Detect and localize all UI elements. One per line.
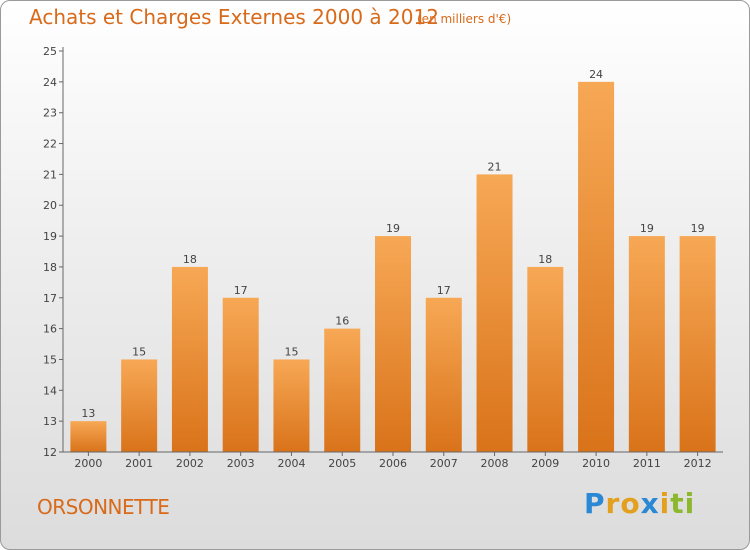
bar xyxy=(476,174,513,452)
y-tick-label: 21 xyxy=(43,168,57,181)
x-tick-label: 2010 xyxy=(582,457,610,470)
bar xyxy=(527,266,564,452)
bar-value-label: 24 xyxy=(589,68,603,81)
bar xyxy=(375,236,411,452)
bar xyxy=(222,297,259,452)
bar xyxy=(425,297,462,452)
bar xyxy=(324,328,361,452)
commune-name: ORSONNETTE xyxy=(37,495,170,519)
logo-letter: x xyxy=(640,487,660,520)
x-tick-label: 2000 xyxy=(74,457,102,470)
bar-value-label: 21 xyxy=(488,160,502,173)
bar-value-label: 19 xyxy=(640,222,654,235)
proxiti-logo: Proxiti xyxy=(584,487,695,520)
y-tick-label: 15 xyxy=(43,353,57,366)
y-tick-label: 25 xyxy=(43,45,57,58)
x-tick-label: 2009 xyxy=(531,457,559,470)
y-tick-label: 18 xyxy=(43,261,57,274)
y-tick-label: 23 xyxy=(43,107,57,120)
bar xyxy=(171,266,208,452)
bar xyxy=(628,236,665,452)
logo-letter: P xyxy=(584,487,606,520)
y-tick-label: 13 xyxy=(43,415,57,428)
y-tick-label: 24 xyxy=(43,76,57,89)
bar xyxy=(273,359,310,452)
x-tick-label: 2005 xyxy=(328,457,356,470)
y-tick-label: 19 xyxy=(43,230,57,243)
logo-letter: o xyxy=(620,487,641,520)
x-tick-label: 2011 xyxy=(633,457,661,470)
bar-value-label: 15 xyxy=(132,345,146,358)
bar-value-label: 16 xyxy=(335,315,349,328)
bar xyxy=(121,359,158,452)
bar xyxy=(578,81,615,452)
bar xyxy=(679,236,716,452)
bar-value-label: 15 xyxy=(284,345,298,358)
bar-value-label: 13 xyxy=(81,407,95,420)
x-tick-label: 2004 xyxy=(277,457,305,470)
logo-letter: t xyxy=(670,487,685,520)
logo-letter: r xyxy=(605,487,621,520)
x-tick-label: 2007 xyxy=(430,457,458,470)
y-tick-label: 12 xyxy=(43,446,57,459)
bar-value-label: 17 xyxy=(234,284,248,297)
x-tick-label: 2012 xyxy=(684,457,712,470)
x-tick-label: 2001 xyxy=(125,457,153,470)
x-tick-label: 2002 xyxy=(176,457,204,470)
bar-value-label: 18 xyxy=(183,253,197,266)
y-tick-label: 17 xyxy=(43,292,57,305)
bar-value-label: 19 xyxy=(691,222,705,235)
bar-value-label: 19 xyxy=(386,222,400,235)
logo-letter: i xyxy=(684,487,696,520)
bar-value-label: 18 xyxy=(538,253,552,266)
x-tick-label: 2006 xyxy=(379,457,407,470)
y-tick-label: 20 xyxy=(43,199,57,212)
y-tick-label: 22 xyxy=(43,138,57,151)
logo-letter: i xyxy=(659,487,671,520)
x-tick-label: 2008 xyxy=(481,457,509,470)
y-tick-label: 16 xyxy=(43,323,57,336)
chart-title: Achats et Charges Externes 2000 à 2012 xyxy=(29,5,439,29)
y-tick-label: 14 xyxy=(43,384,57,397)
bar xyxy=(70,421,107,452)
bar-value-label: 17 xyxy=(437,284,451,297)
x-tick-label: 2003 xyxy=(227,457,255,470)
unit-note: (en milliers d'€) xyxy=(417,12,512,26)
